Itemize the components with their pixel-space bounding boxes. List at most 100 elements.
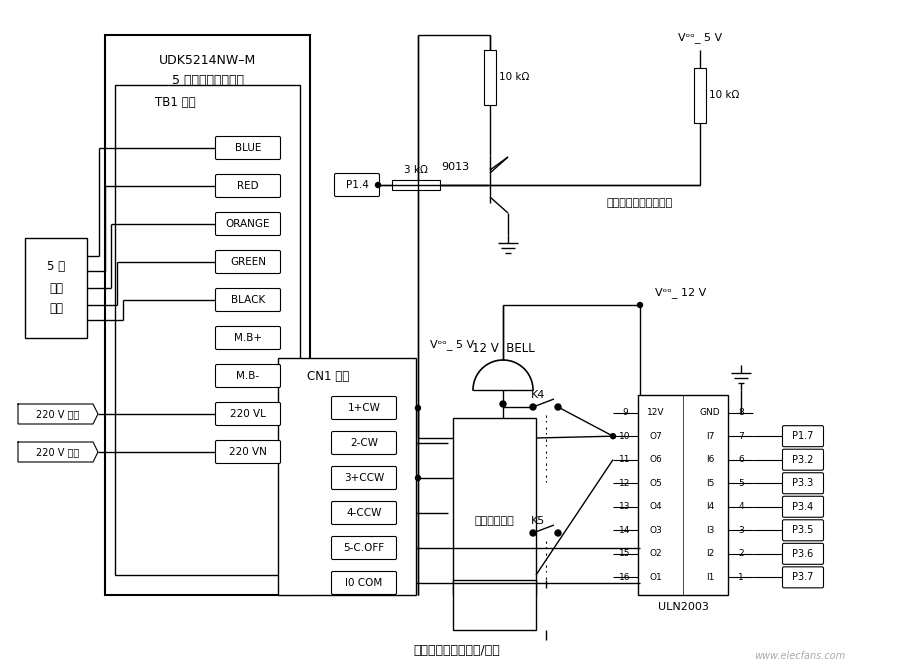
FancyBboxPatch shape bbox=[332, 431, 397, 454]
Text: GREEN: GREEN bbox=[230, 257, 266, 267]
Text: GND: GND bbox=[700, 408, 720, 417]
Text: ORANGE: ORANGE bbox=[226, 219, 271, 229]
FancyBboxPatch shape bbox=[335, 173, 379, 196]
FancyBboxPatch shape bbox=[216, 175, 281, 198]
Text: 2: 2 bbox=[739, 549, 744, 558]
Bar bbox=[105, 35, 310, 595]
Bar bbox=[638, 395, 728, 595]
Text: 4-CCW: 4-CCW bbox=[346, 508, 382, 518]
Text: Vᵒᵒ_ 12 V: Vᵒᵒ_ 12 V bbox=[655, 288, 707, 298]
Text: 12 V  BELL: 12 V BELL bbox=[472, 341, 535, 355]
Text: I5: I5 bbox=[706, 478, 714, 488]
Text: www.elecfans.com: www.elecfans.com bbox=[754, 651, 845, 661]
Text: O5: O5 bbox=[650, 478, 663, 488]
Text: K5: K5 bbox=[531, 516, 545, 526]
Text: M.B+: M.B+ bbox=[234, 333, 262, 343]
Text: 5: 5 bbox=[739, 478, 744, 488]
Text: TB1 插座: TB1 插座 bbox=[154, 97, 196, 110]
Text: 12: 12 bbox=[620, 478, 631, 488]
FancyBboxPatch shape bbox=[782, 496, 824, 517]
Text: O7: O7 bbox=[650, 431, 663, 441]
Text: 步进电机驱动器工作/停止: 步进电机驱动器工作/停止 bbox=[414, 644, 500, 657]
Text: 9013: 9013 bbox=[441, 162, 469, 172]
Text: 8: 8 bbox=[739, 408, 744, 417]
Text: O4: O4 bbox=[650, 502, 663, 511]
Text: 5-C.OFF: 5-C.OFF bbox=[344, 543, 385, 553]
Text: I6: I6 bbox=[706, 455, 714, 464]
Text: I3: I3 bbox=[706, 526, 714, 535]
Text: BLUE: BLUE bbox=[235, 143, 261, 153]
Text: 2-CW: 2-CW bbox=[350, 438, 378, 448]
Text: O3: O3 bbox=[650, 526, 663, 535]
Text: 14: 14 bbox=[620, 526, 631, 535]
Text: 16: 16 bbox=[620, 573, 631, 582]
Text: P3.3: P3.3 bbox=[792, 478, 813, 489]
Circle shape bbox=[376, 183, 380, 187]
Text: P1.7: P1.7 bbox=[792, 431, 813, 442]
Bar bbox=[115, 85, 300, 575]
Text: I7: I7 bbox=[706, 431, 714, 441]
Text: 1: 1 bbox=[739, 573, 744, 582]
FancyBboxPatch shape bbox=[782, 472, 824, 494]
Text: 10 kΩ: 10 kΩ bbox=[499, 73, 529, 83]
Text: M.B-: M.B- bbox=[237, 371, 260, 381]
Text: Vᵒᵒ_ 5 V: Vᵒᵒ_ 5 V bbox=[430, 339, 474, 351]
Bar bbox=[453, 580, 536, 630]
Bar bbox=[694, 68, 706, 123]
Text: 步进电机换向: 步进电机换向 bbox=[474, 517, 515, 526]
FancyBboxPatch shape bbox=[216, 288, 281, 312]
Bar bbox=[453, 418, 536, 595]
Text: O1: O1 bbox=[650, 573, 663, 582]
Text: 220 VL: 220 VL bbox=[230, 409, 266, 419]
Text: O6: O6 bbox=[650, 455, 663, 464]
Text: 220 V 火线: 220 V 火线 bbox=[37, 409, 80, 419]
Text: UDK5214NW–M: UDK5214NW–M bbox=[159, 54, 256, 67]
Bar bbox=[484, 50, 496, 105]
Text: 12V: 12V bbox=[647, 408, 664, 417]
Text: ULN2003: ULN2003 bbox=[657, 602, 708, 612]
Text: I4: I4 bbox=[706, 502, 714, 511]
FancyBboxPatch shape bbox=[332, 466, 397, 489]
Text: P3.2: P3.2 bbox=[792, 455, 813, 465]
Text: Vᵒᵒ_ 5 V: Vᵒᵒ_ 5 V bbox=[678, 32, 722, 44]
FancyBboxPatch shape bbox=[216, 403, 281, 425]
Text: 4: 4 bbox=[739, 502, 744, 511]
Text: O2: O2 bbox=[650, 549, 663, 558]
FancyBboxPatch shape bbox=[216, 327, 281, 349]
Text: 3+CCW: 3+CCW bbox=[344, 473, 384, 483]
Text: 11: 11 bbox=[620, 455, 631, 464]
Text: P3.6: P3.6 bbox=[792, 549, 813, 559]
Text: BLACK: BLACK bbox=[231, 295, 265, 305]
Text: 10 kΩ: 10 kΩ bbox=[709, 91, 739, 101]
Polygon shape bbox=[18, 442, 98, 462]
Text: 1+CW: 1+CW bbox=[347, 403, 380, 413]
Text: 7: 7 bbox=[739, 431, 744, 441]
Circle shape bbox=[416, 405, 420, 411]
Circle shape bbox=[611, 433, 615, 439]
Text: I1: I1 bbox=[706, 573, 714, 582]
FancyBboxPatch shape bbox=[216, 441, 281, 464]
Text: 6: 6 bbox=[739, 455, 744, 464]
Text: I0 COM: I0 COM bbox=[345, 578, 383, 588]
Text: 5 相
步进
电机: 5 相 步进 电机 bbox=[47, 261, 65, 315]
FancyBboxPatch shape bbox=[332, 501, 397, 525]
FancyBboxPatch shape bbox=[216, 212, 281, 235]
Text: I2: I2 bbox=[706, 549, 714, 558]
Text: 220 V 零线: 220 V 零线 bbox=[37, 447, 80, 457]
FancyBboxPatch shape bbox=[782, 449, 824, 470]
Text: 9: 9 bbox=[622, 408, 628, 417]
FancyBboxPatch shape bbox=[216, 364, 281, 388]
Bar bbox=[25, 238, 87, 338]
Circle shape bbox=[416, 476, 420, 480]
Text: P1.4: P1.4 bbox=[345, 180, 368, 190]
Text: 5 相步进电机驱动器: 5 相步进电机驱动器 bbox=[172, 73, 243, 87]
Bar bbox=[392, 180, 440, 190]
Text: 220 VN: 220 VN bbox=[229, 447, 267, 457]
FancyBboxPatch shape bbox=[782, 544, 824, 564]
FancyBboxPatch shape bbox=[332, 536, 397, 560]
Circle shape bbox=[530, 530, 536, 536]
Text: RED: RED bbox=[238, 181, 259, 191]
Text: P3.4: P3.4 bbox=[792, 502, 813, 512]
Text: CN1 插座: CN1 插座 bbox=[307, 370, 349, 382]
Circle shape bbox=[555, 404, 561, 410]
